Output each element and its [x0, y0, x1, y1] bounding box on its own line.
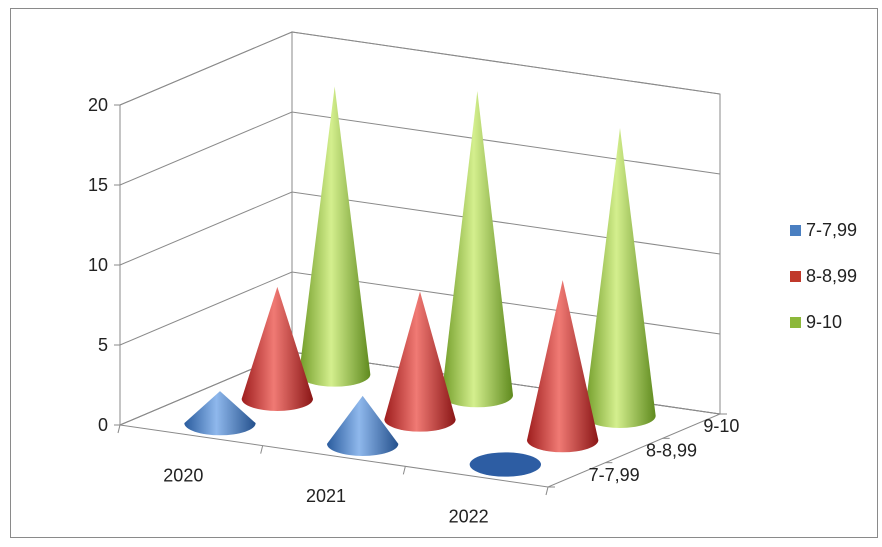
x-tick-label: 2020: [163, 465, 203, 485]
chart-frame: [10, 8, 878, 538]
x-tick-label: 2021: [306, 486, 346, 506]
y-tick-label: 20: [88, 95, 108, 115]
legend-label-7-7,99: 7-7,99: [806, 220, 857, 240]
cone-8-8,99-2022: [527, 280, 599, 453]
y-tick-label: 15: [88, 175, 108, 195]
gridlines: [119, 31, 721, 426]
y-tick-label: 10: [88, 255, 108, 275]
legend-label-8-8,99: 8-8,99: [806, 266, 857, 286]
y-tick-label: 5: [98, 335, 108, 355]
depth-tick-label: 8-8,99: [646, 441, 697, 461]
legend: 7-7,99 8-8,99 9-10: [790, 220, 857, 332]
cone-9-10-2022: [584, 127, 656, 428]
x-tick-mark: [117, 424, 121, 434]
gridline: [119, 31, 721, 106]
depth-tick-label: 9-10: [703, 416, 739, 436]
y-tick-label: 0: [98, 415, 108, 435]
legend-swatch-8-8,99: [790, 271, 801, 282]
cone-7-7,99-2022: [469, 452, 541, 477]
x-tick-label: 2022: [449, 507, 489, 527]
legend-swatch-7-7,99: [790, 225, 801, 236]
cone-9-10-2020: [299, 86, 371, 387]
gridline: [119, 111, 721, 186]
x-tick-mark: [545, 486, 549, 496]
cone-7-7,99-2021: [327, 395, 399, 456]
cone-9-10-2021: [441, 91, 513, 408]
gridline: [119, 271, 721, 346]
y-axis: 0 5 10 15 20: [88, 95, 120, 435]
gridline: [119, 191, 721, 266]
cone-8-8,99-2020: [241, 286, 313, 411]
depth-axis: 7-7,99 8-8,99 9-10: [548, 413, 739, 488]
x-axis: 2020 2021 2022: [117, 424, 549, 527]
legend-swatch-9-10: [790, 317, 801, 328]
depth-tick-label: 7-7,99: [589, 465, 640, 485]
legend-label-9-10: 9-10: [806, 312, 842, 332]
cone-marks: [184, 86, 656, 477]
cone-7-7,99-2020: [184, 391, 256, 436]
x-tick-mark: [402, 466, 406, 475]
x-tick-mark: [260, 445, 264, 454]
cone-8-8,99-2021: [384, 291, 456, 432]
